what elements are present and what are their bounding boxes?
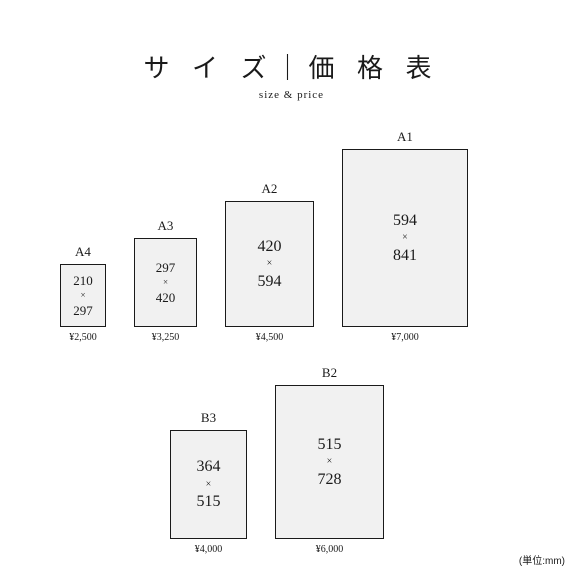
dimension-height: 841 (393, 245, 417, 267)
dimension-width: 515 (318, 434, 342, 456)
size-row-b: B3364×515¥4,000B2515×728¥6,000 (170, 360, 450, 555)
size-box: 594×841 (342, 149, 468, 327)
size-box: 515×728 (275, 385, 384, 539)
size-item-a1: A1 594×841 ¥7,000 (342, 129, 468, 343)
price-label: ¥4,500 (256, 332, 284, 343)
size-item-b3: B3 364×515 ¥4,000 (170, 410, 247, 555)
size-label: A2 (262, 181, 278, 197)
dimension-multiply-icon: × (206, 478, 212, 492)
dimension-height: 728 (318, 469, 342, 491)
dimension-multiply-icon: × (402, 231, 408, 245)
size-box: 210×297 (60, 264, 106, 327)
dimension-width: 210 (73, 272, 93, 290)
dimension-height: 515 (197, 491, 221, 513)
title-main: サ イ ズ｜価 格 表 (0, 48, 583, 85)
size-item-a2: A2 420×594 ¥4,500 (225, 181, 314, 343)
price-label: ¥3,250 (152, 332, 180, 343)
size-item-a4: A4 210×297 ¥2,500 (60, 244, 106, 343)
price-label: ¥7,000 (391, 332, 419, 343)
size-label: B3 (201, 410, 216, 426)
size-item-a3: A3 297×420 ¥3,250 (134, 218, 197, 343)
size-row-a: A4210×297¥2,500A3297×420¥3,250A2420×594¥… (60, 118, 530, 343)
size-box: 420×594 (225, 201, 314, 327)
size-label: A4 (75, 244, 91, 260)
size-label: B2 (322, 365, 337, 381)
price-label: ¥2,500 (69, 332, 97, 343)
dimension-width: 420 (258, 236, 282, 258)
dimension-width: 297 (156, 259, 176, 277)
dimension-width: 594 (393, 210, 417, 232)
size-label: A1 (397, 129, 413, 145)
price-label: ¥4,000 (195, 544, 223, 555)
title-block: サ イ ズ｜価 格 表 size & price (0, 0, 583, 101)
title-subtitle: size & price (0, 89, 583, 101)
size-label: A3 (158, 218, 174, 234)
dimension-multiply-icon: × (80, 289, 85, 301)
dimension-height: 594 (258, 271, 282, 293)
size-box: 364×515 (170, 430, 247, 539)
unit-label: (単位:mm) (519, 552, 565, 567)
size-item-b2: B2 515×728 ¥6,000 (275, 365, 384, 555)
dimension-multiply-icon: × (327, 455, 333, 469)
size-box: 297×420 (134, 238, 197, 327)
dimension-multiply-icon: × (267, 257, 273, 271)
dimension-width: 364 (197, 456, 221, 478)
dimension-multiply-icon: × (163, 276, 168, 288)
dimension-height: 297 (73, 302, 93, 320)
dimension-height: 420 (156, 289, 176, 307)
price-label: ¥6,000 (316, 544, 344, 555)
